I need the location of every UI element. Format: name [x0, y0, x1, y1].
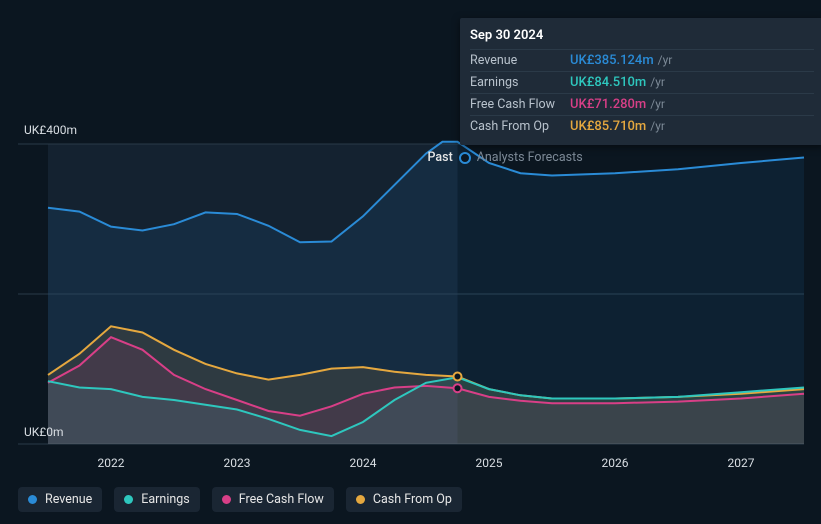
- legend-dot-icon: [222, 495, 231, 504]
- chart-legend: Revenue Earnings Free Cash Flow Cash From O…: [18, 487, 462, 512]
- x-axis-tick-label: 2025: [476, 456, 503, 470]
- x-axis-tick-label: 2023: [224, 456, 251, 470]
- tooltip-row: Free Cash FlowUK£71.280m/yr: [470, 93, 814, 115]
- legend-item-earnings[interactable]: Earnings: [114, 487, 199, 512]
- x-axis-tick-label: 2026: [602, 456, 629, 470]
- x-axis-tick-label: 2022: [98, 456, 125, 470]
- y-axis-tick-label: UK£400m: [24, 123, 77, 137]
- tooltip-row-value: UK£385.124m: [570, 53, 654, 68]
- legend-item-label: Revenue: [45, 492, 92, 507]
- divider-dot-icon: [459, 152, 471, 164]
- tooltip-row: RevenueUK£385.124m/yr: [470, 49, 814, 71]
- past-label: Past: [428, 150, 453, 165]
- tooltip-row-label: Earnings: [470, 75, 570, 90]
- legend-dot-icon: [356, 495, 365, 504]
- divider-marker-icon: [454, 384, 462, 392]
- legend-item-label: Free Cash Flow: [239, 492, 324, 507]
- legend-item-free_cash_flow[interactable]: Free Cash Flow: [212, 487, 334, 512]
- legend-dot-icon: [28, 495, 37, 504]
- tooltip-row-unit: /yr: [650, 97, 665, 111]
- legend-item-cash_from_op[interactable]: Cash From Op: [346, 487, 462, 512]
- y-axis-tick-label: UK£0m: [24, 425, 64, 439]
- legend-item-revenue[interactable]: Revenue: [18, 487, 102, 512]
- tooltip-row-value: UK£85.710m: [570, 119, 646, 134]
- chart-tooltip: Sep 30 2024 RevenueUK£385.124m/yrEarning…: [460, 18, 821, 145]
- x-axis-tick-label: 2024: [350, 456, 377, 470]
- tooltip-row-unit: /yr: [650, 75, 665, 89]
- divider-marker-icon: [454, 372, 462, 380]
- legend-item-label: Earnings: [141, 492, 189, 507]
- tooltip-row-unit: /yr: [658, 53, 673, 67]
- tooltip-date: Sep 30 2024: [470, 26, 814, 49]
- legend-item-label: Cash From Op: [373, 492, 452, 507]
- tooltip-row: EarningsUK£84.510m/yr: [470, 71, 814, 93]
- tooltip-row-label: Cash From Op: [470, 119, 570, 134]
- tooltip-row-unit: /yr: [650, 119, 665, 133]
- tooltip-row-label: Free Cash Flow: [470, 97, 570, 112]
- tooltip-row-value: UK£84.510m: [570, 75, 646, 90]
- tooltip-row-value: UK£71.280m: [570, 97, 646, 112]
- forecast-label: Analysts Forecasts: [477, 150, 583, 165]
- legend-dot-icon: [124, 495, 133, 504]
- tooltip-row: Cash From OpUK£85.710m/yr: [470, 115, 814, 137]
- tooltip-row-label: Revenue: [470, 53, 570, 68]
- past-forecast-label: Past Analysts Forecasts: [428, 150, 583, 165]
- x-axis-tick-label: 2027: [728, 456, 755, 470]
